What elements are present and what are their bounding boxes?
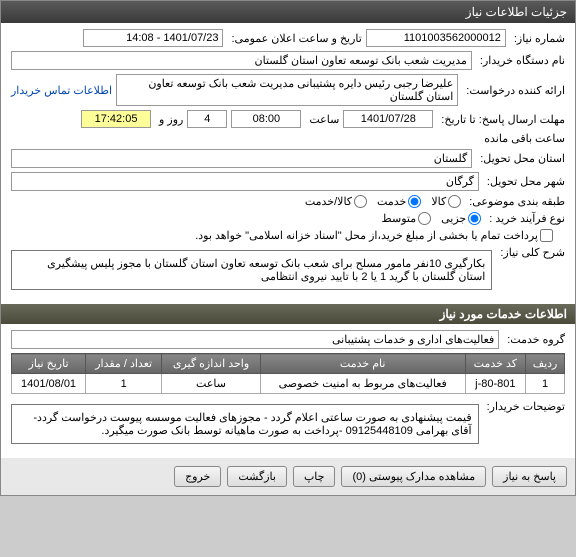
radio-goods-service-label: کالا/خدمت [305,195,352,208]
service-group-field: فعالیت‌های اداری و خدمات پشتیبانی [11,330,499,349]
radio-service[interactable]: خدمت [377,195,421,208]
td-name: فعالیت‌های مربوط به امنیت خصوصی [260,374,465,394]
deadline-label: مهلت ارسال پاسخ: تا تاریخ: [441,113,565,126]
subject-field: بکارگیری 10نفر مامور مسلح برای شعب بانک … [11,250,492,290]
services-header: اطلاعات خدمات مورد نیاز [1,304,575,324]
service-group-label: گروه خدمت: [507,333,565,346]
days-field: 4 [187,110,227,128]
buyer-notes-field: قیمت پیشنهادی به صورت ساعتی اعلام گردد -… [11,404,479,444]
radio-partial-label: جزیی [441,212,466,225]
td-code: j-80-801 [465,374,526,394]
buyer-name-label: نام دستگاه خریدار: [480,54,565,67]
radio-service-label: خدمت [377,195,406,208]
requester-field: علیرضا رجبی رئیس دایره پشتیبانی مدیریت ش… [116,74,458,106]
category-label: طبقه بندی موضوعی: [469,195,565,208]
province-field: گلستان [11,149,472,168]
need-no-field: 1101003562000012 [366,29,506,47]
respond-button[interactable]: پاسخ به نیاز [492,466,567,487]
window-titlebar: جزئیات اطلاعات نیاز [1,1,575,23]
time-label: ساعت [309,113,339,126]
th-date: تاریخ نیاز [12,354,86,374]
requester-label: ارائه کننده درخواست: [466,84,565,97]
payment-checkbox[interactable]: پرداخت تمام یا بخشی از مبلغ خرید،از محل … [195,229,553,242]
purchase-radio-group: جزیی متوسط [382,212,482,225]
need-no-label: شماره نیاز: [514,32,565,45]
back-button[interactable]: بازگشت [227,466,287,487]
th-unit: واحد اندازه گیری [162,354,261,374]
subject-label: شرح کلی نیاز: [500,246,565,259]
td-qty: 1 [86,374,162,394]
announce-date-field: 1401/07/23 - 14:08 [83,29,223,47]
button-bar: پاسخ به نیاز مشاهده مدارک پیوستی (0) چاپ… [1,458,575,495]
radio-medium-label: متوسط [382,212,417,225]
remain-time-field: 17:42:05 [81,110,151,128]
th-code: کد خدمت [465,354,526,374]
radio-medium[interactable]: متوسط [382,212,432,225]
td-date: 1401/08/01 [12,374,86,394]
announce-date-label: تاریخ و ساعت اعلان عمومی: [231,32,361,45]
remain-label: ساعت باقی مانده [484,132,565,145]
exit-button[interactable]: خروج [174,466,221,487]
province-label: استان محل تحویل: [480,152,565,165]
payment-note: پرداخت تمام یا بخشی از مبلغ خرید،از محل … [195,229,538,242]
table-row[interactable]: 1 j-80-801 فعالیت‌های مربوط به امنیت خصو… [12,374,565,394]
radio-goods-label: کالا [431,195,446,208]
radio-partial[interactable]: جزیی [441,212,481,225]
buyer-name-field: مدیریت شعب بانک توسعه تعاون استان گلستان [11,51,472,70]
deadline-time-field: 08:00 [231,110,301,128]
and-label: روز و [159,113,183,126]
category-radio-group: کالا خدمت کالا/خدمت [305,195,461,208]
th-name: نام خدمت [260,354,465,374]
td-unit: ساعت [162,374,261,394]
contact-link[interactable]: اطلاعات تماس خریدار [11,84,112,97]
purchase-type-label: نوع فرآیند خرید : [489,212,565,225]
services-table: ردیف کد خدمت نام خدمت واحد اندازه گیری ت… [11,353,565,394]
attachments-button[interactable]: مشاهده مدارک پیوستی (0) [341,466,486,487]
buyer-notes-label: توضیحات خریدار: [487,400,565,413]
print-button[interactable]: چاپ [293,466,336,487]
city-field: گرگان [11,172,479,191]
th-row: ردیف [526,354,565,374]
th-qty: تعداد / مقدار [86,354,162,374]
td-row: 1 [526,374,565,394]
deadline-date-field: 1401/07/28 [343,110,433,128]
radio-goods[interactable]: کالا [431,195,461,208]
radio-goods-service[interactable]: کالا/خدمت [305,195,367,208]
city-label: شهر محل تحویل: [487,175,565,188]
